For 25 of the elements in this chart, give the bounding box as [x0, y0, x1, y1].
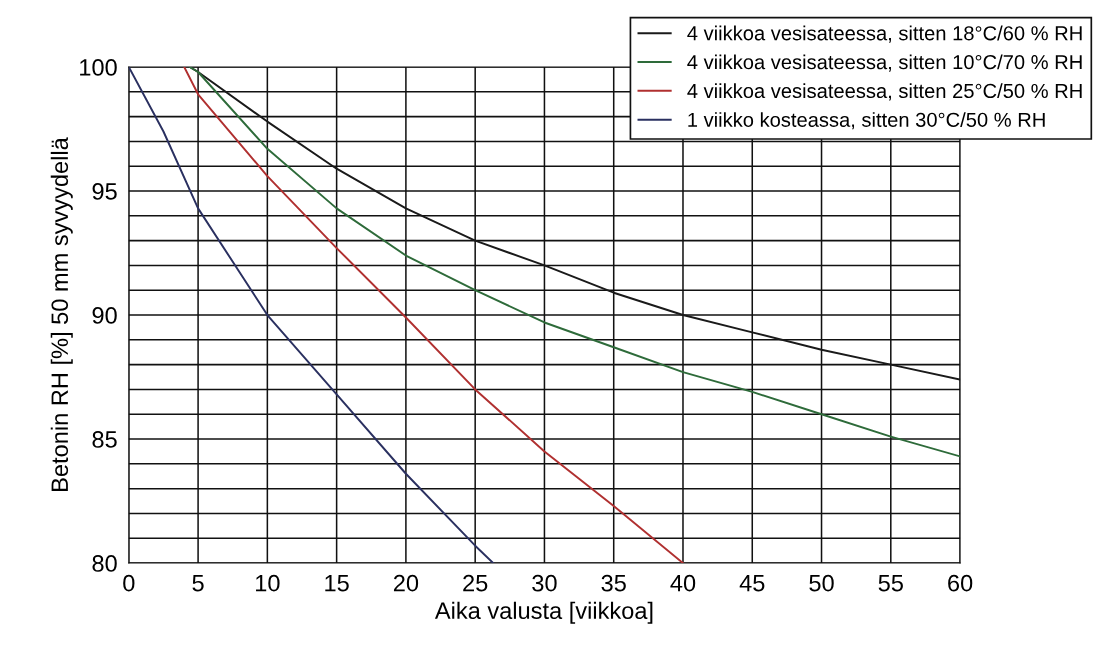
legend-label: 1 viikko kosteassa, sitten 30°C/50 % RH	[688, 112, 1045, 130]
x-tick-label: 0	[123, 574, 135, 592]
x-tick-label: 40	[670, 574, 696, 592]
y-tick-label: 95	[92, 183, 117, 200]
x-tick-label: 35	[601, 574, 626, 592]
legend-label: 4 viikkoa vesisateessa, sitten 25°C/50 % RH	[687, 83, 1082, 101]
x-tick-label: 60	[948, 574, 973, 592]
y-tick-label: 85	[92, 431, 117, 448]
x-tick-label: 55	[878, 575, 903, 592]
x-tick-label: 30	[532, 574, 557, 592]
legend-label: 4 viikkoa vesisateessa, sitten 10°C/70 % RH	[687, 54, 1082, 72]
x-tick-label: 25	[463, 574, 488, 592]
line-series	[183, 67, 684, 564]
y-tick-label: 90	[92, 307, 117, 324]
x-axis-title: Aika valusta [viikkoa]	[434, 601, 653, 624]
legend-label: 4 viikkoa vesisateessa, sitten 18°C/60 % RH	[687, 25, 1082, 43]
x-tick-label: 10	[256, 574, 280, 592]
x-tick-label: 15	[325, 575, 349, 592]
y-tick-label: 80	[92, 555, 117, 572]
x-tick-label: 45	[739, 575, 765, 592]
x-tick-label: 50	[809, 574, 834, 592]
x-tick-label: 5	[192, 575, 204, 592]
y-tick-label: 100	[80, 59, 117, 76]
y-axis-title: Betonin RH [%] 50 mm syvyydellä	[50, 137, 73, 491]
x-tick-label: 20	[393, 574, 419, 592]
